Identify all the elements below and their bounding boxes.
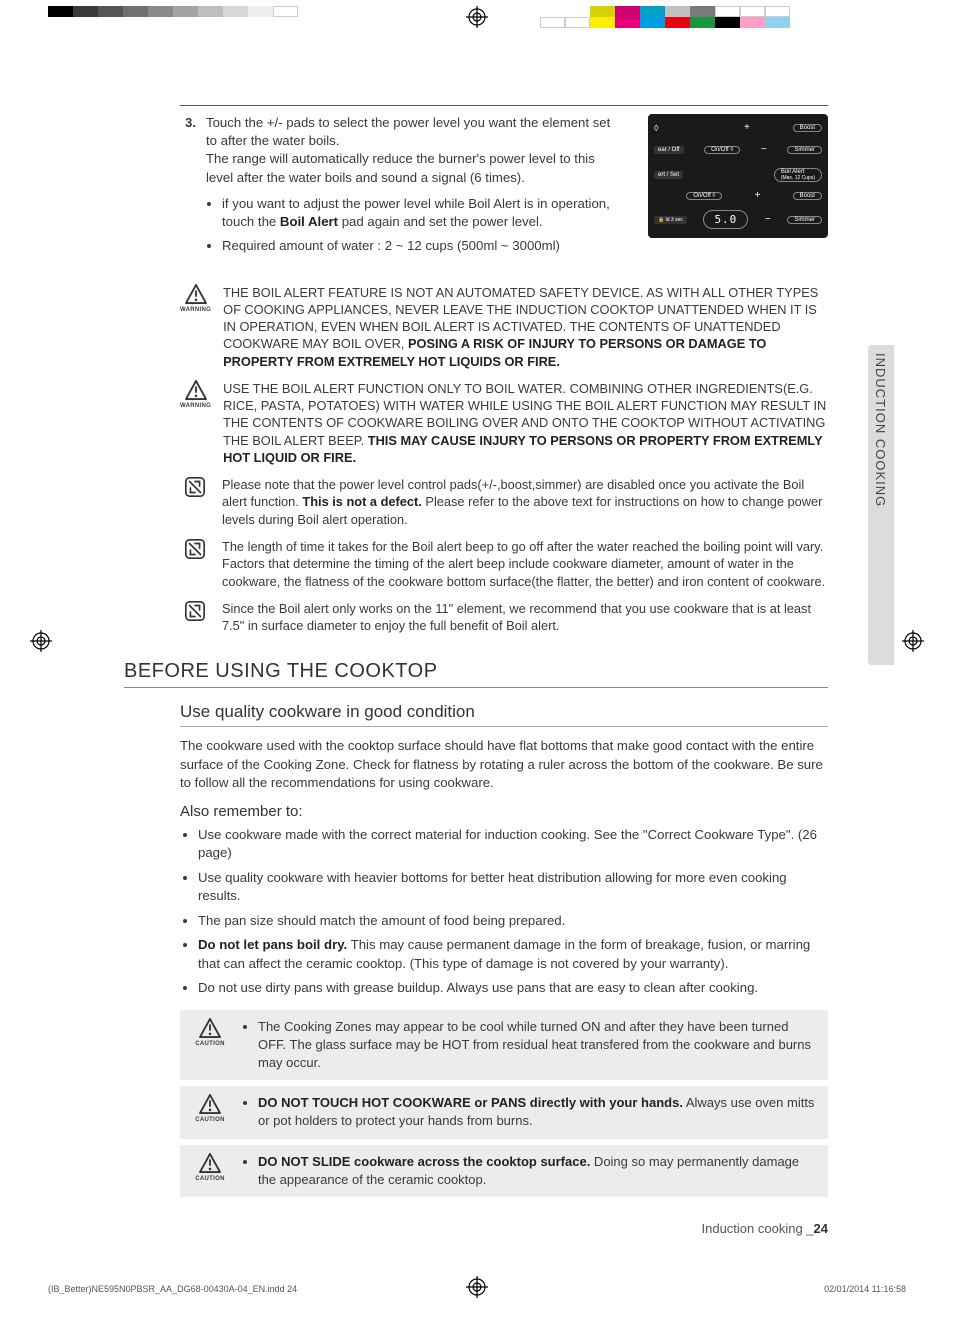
registration-mark-bottom <box>466 1276 488 1298</box>
rule-subsection <box>180 726 828 727</box>
warning-text: USE THE BOIL ALERT FUNCTION ONLY TO BOIL… <box>223 380 828 466</box>
footer-timestamp: 02/01/2014 11:16:58 <box>824 1284 906 1294</box>
side-tab-label: INDUCTION COOKING <box>873 353 888 507</box>
side-tab: INDUCTION COOKING <box>868 345 894 665</box>
footer-filename: (IB_Better)NE595N0PBSR_AA_DG68-00430A-04… <box>48 1284 297 1294</box>
note-block: The length of time it takes for the Boil… <box>180 538 828 590</box>
caution-text: DO NOT SLIDE cookware across the cooktop… <box>258 1153 816 1189</box>
step-line2: The range will automatically reduce the … <box>206 150 620 186</box>
warning-icon: WARNING <box>180 380 211 466</box>
note-text: Please note that the power level control… <box>222 476 828 528</box>
registration-mark-right <box>902 630 924 652</box>
caution-icon: CAUTION <box>192 1094 228 1123</box>
step-bullet-2: Required amount of water : 2 ~ 12 cups (… <box>222 237 620 255</box>
caution-box: CAUTION DO NOT SLIDE cookware across the … <box>180 1145 828 1197</box>
step-body: Touch the +/- pads to select the power l… <box>206 114 620 262</box>
note-icon <box>180 476 210 528</box>
note-block: Since the Boil alert only works on the 1… <box>180 600 828 635</box>
note-text: Since the Boil alert only works on the 1… <box>222 600 828 635</box>
note-icon <box>180 600 210 635</box>
rule-top <box>180 105 828 106</box>
caution-icon: CAUTION <box>192 1018 228 1047</box>
list-item: Do not use dirty pans with grease buildu… <box>198 979 828 997</box>
caution-text: DO NOT TOUCH HOT COOKWARE or PANS direct… <box>258 1094 816 1130</box>
warning-block: WARNING THE BOIL ALERT FEATURE IS NOT AN … <box>180 284 828 370</box>
warning-text: THE BOIL ALERT FEATURE IS NOT AN AUTOMAT… <box>223 284 828 370</box>
rule-section <box>124 687 828 688</box>
list-item: The pan size should match the amount of … <box>198 912 828 930</box>
note-block: Please note that the power level control… <box>180 476 828 528</box>
caution-box: CAUTION DO NOT TOUCH HOT COOKWARE or PANS… <box>180 1086 828 1138</box>
warning-icon: WARNING <box>180 284 211 370</box>
registration-mark-left <box>30 630 52 652</box>
mini-heading: Also remember to: <box>180 803 828 820</box>
caution-icon: CAUTION <box>192 1153 228 1182</box>
warning-block: WARNING USE THE BOIL ALERT FUNCTION ONLY … <box>180 380 828 466</box>
intro-paragraph: The cookware used with the cooktop surfa… <box>180 737 828 792</box>
list-item: Use cookware made with the correct mater… <box>198 826 828 863</box>
note-icon <box>180 538 210 590</box>
note-text: The length of time it takes for the Boil… <box>222 538 828 590</box>
subsection-heading: Use quality cookware in good condition <box>180 702 828 722</box>
list-item: Do not let pans boil dry. This may cause… <box>198 936 828 973</box>
step-number: 3. <box>180 114 196 262</box>
step-line1: Touch the +/- pads to select the power l… <box>206 114 620 150</box>
list-item: Use quality cookware with heavier bottom… <box>198 869 828 906</box>
caution-box: CAUTION The Cooking Zones may appear to b… <box>180 1010 828 1081</box>
control-panel-illustration: ◊ + Boost ear / Off On/Off ◊ − Simmer er… <box>648 114 828 238</box>
section-heading: BEFORE USING THE COOKTOP <box>124 660 828 683</box>
footer-section-label: Induction cooking _24 <box>702 1221 829 1236</box>
caution-text: The Cooking Zones may appear to be cool … <box>258 1018 816 1073</box>
step-bullet-1: if you want to adjust the power level wh… <box>222 195 620 231</box>
registration-mark-top <box>466 6 488 28</box>
